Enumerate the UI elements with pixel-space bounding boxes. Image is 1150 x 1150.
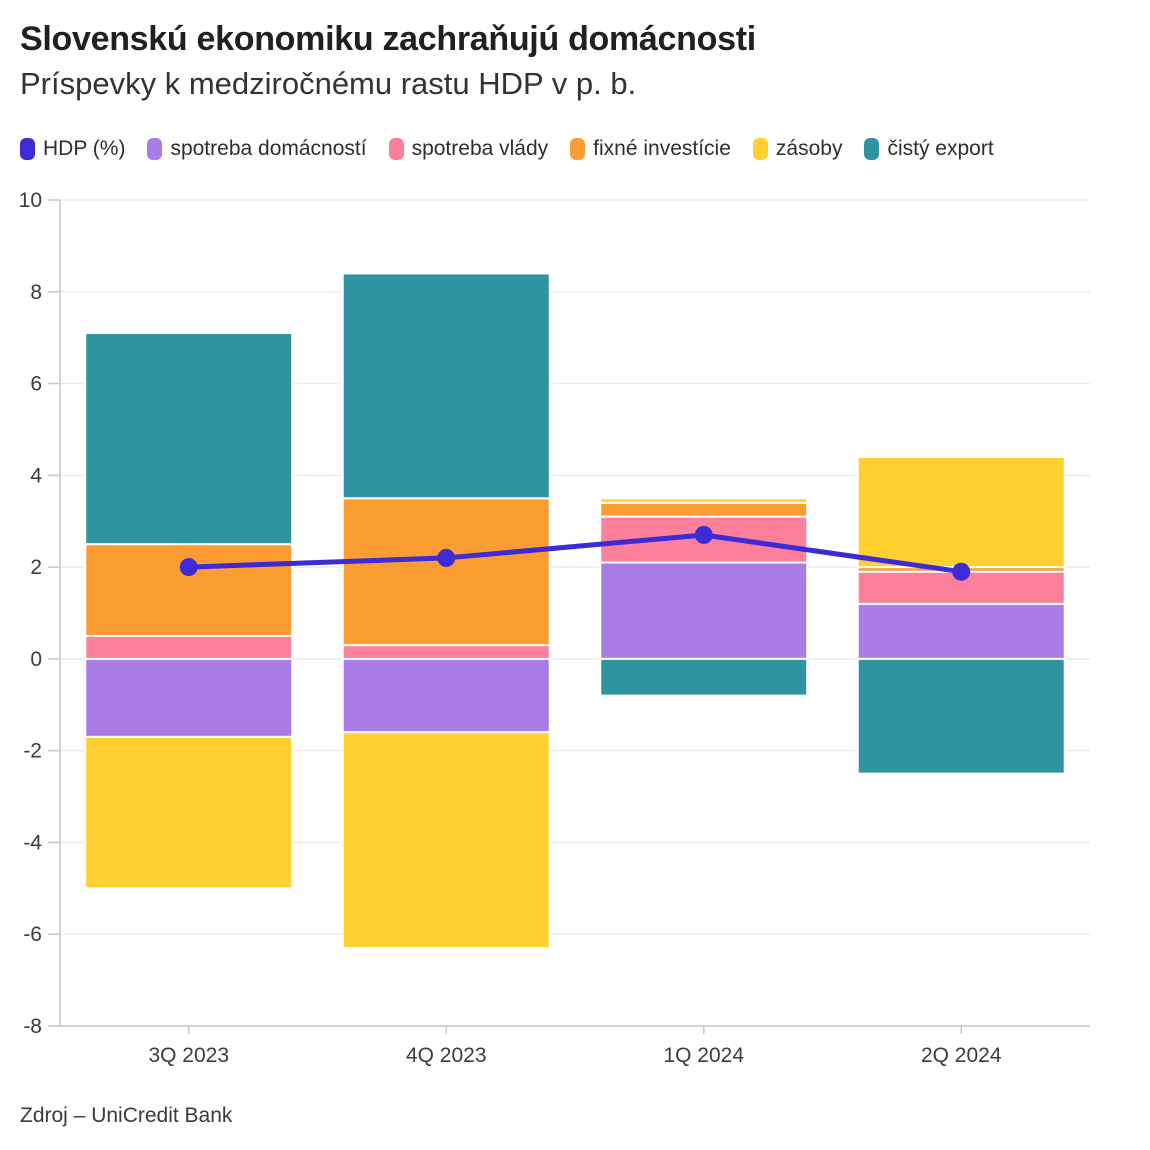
bar-segment-fixed_investment [84,543,294,637]
legend-item-household: spotreba domácností [147,137,367,161]
bar-segment-net_export [856,657,1066,775]
y-tick-label: -8 [23,1015,42,1038]
hdp-point [694,525,713,544]
legend-label: zásoby [775,137,843,160]
chart-title: Slovenskú ekonomiku zachraňujú domácnost… [20,20,756,58]
bar-segment-fixed_investment [599,501,809,518]
bar-segment-inventories [599,497,809,504]
y-tick-label: -4 [23,831,42,854]
legend-label: fixné investície [593,137,731,160]
legend-item-government: spotreba vlády [388,137,549,161]
legend-item-hdp_line: HDP (%) [20,137,125,161]
bar-segment-net_export [84,332,294,546]
hdp-line [186,532,964,575]
y-tick-label: 2 [30,556,42,579]
legend-swatch-fixed_investment [570,138,586,160]
legend-swatch-government [388,138,404,160]
bar-segment-household [341,657,551,734]
y-tick-label: -6 [23,923,42,946]
legend-label: čistý export [887,137,994,160]
hdp-point [952,562,971,581]
x-tick-label: 2Q 2024 [921,1044,1002,1067]
source-note: Zdroj – UniCredit Bank [20,1104,233,1127]
legend-swatch-hdp_line [20,138,35,160]
bar-segment-government [84,634,294,660]
bar-segment-inventories [84,735,294,890]
hdp-point [179,558,198,577]
bar-segment-household [856,602,1066,660]
legend-label: spotreba domácností [170,137,367,160]
bar-segment-net_export [341,272,551,500]
legend-item-fixed_investment: fixné investície [570,137,731,161]
x-tick-label: 1Q 2024 [663,1044,744,1067]
bar-segment-fixed_investment [341,497,551,647]
y-tick-label: -2 [23,740,42,763]
y-tick-label: 10 [19,189,42,212]
legend-swatch-net_export [864,138,880,160]
y-tick-label: 4 [30,464,42,487]
hdp-point [437,548,456,567]
bar-segment-inventories [856,455,1066,569]
bar-segment-net_export [599,657,809,697]
legend-swatch-household [147,138,163,160]
chart-subtitle: Príspevky k medziročnému rastu HDP v p. … [20,66,637,101]
legend-swatch-inventories [752,138,768,160]
x-tick-label: 4Q 2023 [406,1044,487,1067]
legend-item-net_export: čistý export [864,137,994,161]
legend-label: spotreba vlády [411,137,549,160]
bar-segment-household [599,561,809,660]
y-tick-label: 6 [30,373,42,396]
bar-segment-government [341,644,551,660]
bar-segment-household [84,657,294,738]
legend-item-inventories: zásoby [752,137,843,161]
y-tick-label: 8 [30,281,42,304]
bar-segment-inventories [341,731,551,949]
legend-label: HDP (%) [43,137,126,160]
x-tick-label: 3Q 2023 [148,1044,229,1067]
legend: HDP (%) spotreba domácností spotreba vlády… [20,137,994,161]
y-tick-label: 0 [30,648,42,671]
